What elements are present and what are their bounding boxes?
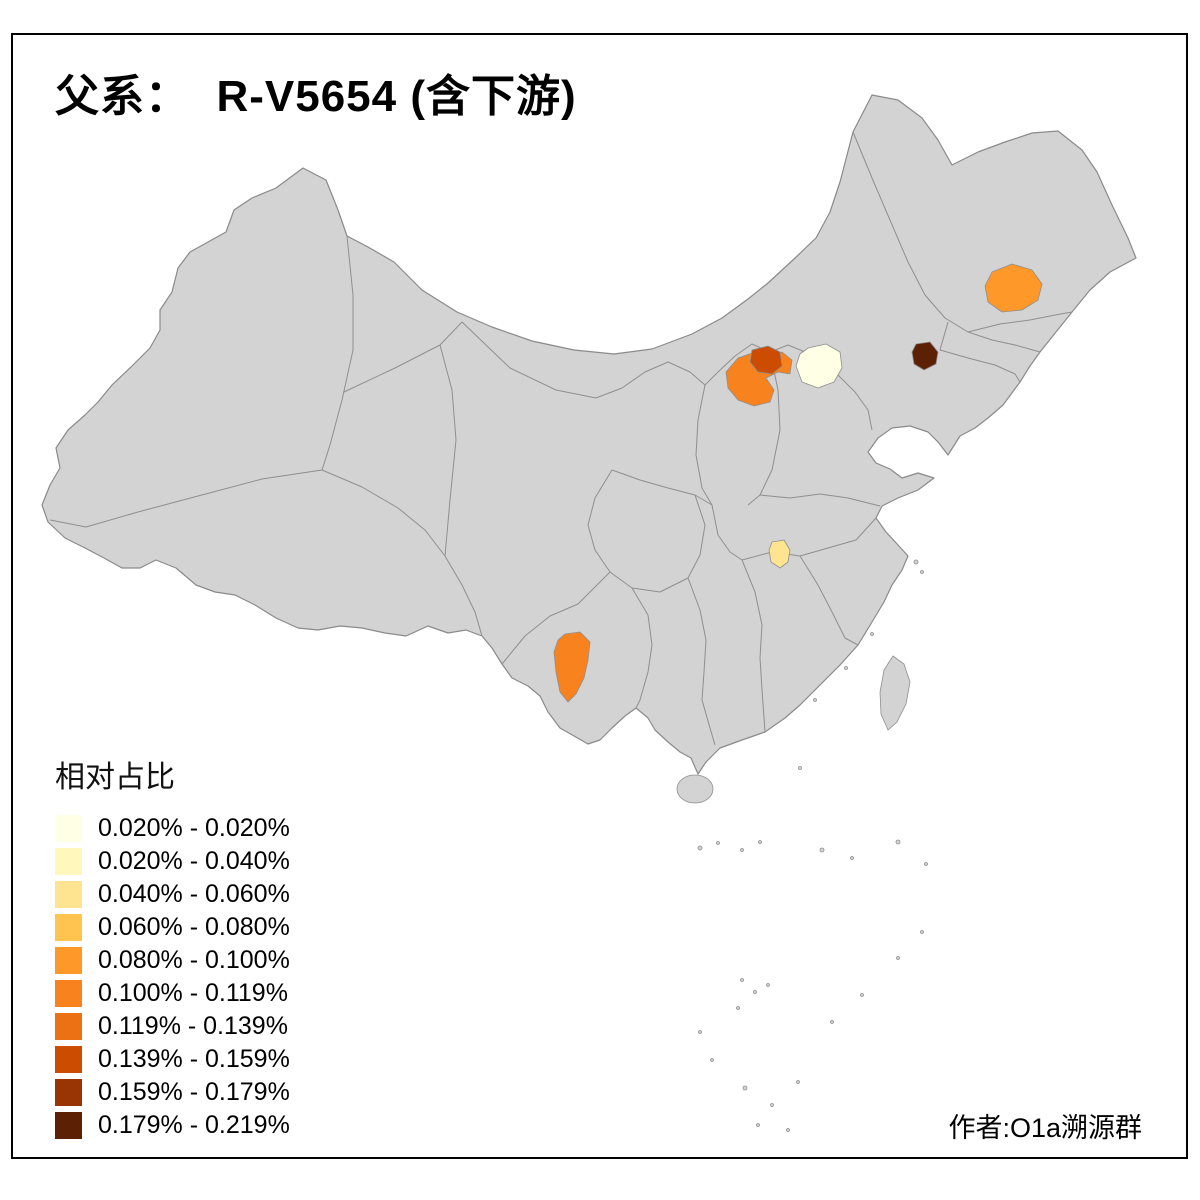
legend-label: 0.159% - 0.179% bbox=[98, 1078, 290, 1106]
taiwan-island bbox=[879, 655, 911, 731]
highlight-region-liaoning-dark-spot bbox=[911, 341, 939, 371]
legend-row: 0.179% - 0.219% bbox=[55, 1109, 290, 1142]
legend-row: 0.020% - 0.020% bbox=[55, 812, 290, 845]
legend-row: 0.040% - 0.060% bbox=[55, 878, 290, 911]
legend-row: 0.119% - 0.139% bbox=[55, 1010, 290, 1043]
legend-swatch bbox=[55, 1112, 82, 1139]
legend-swatch bbox=[55, 1046, 82, 1073]
legend-items: 0.020% - 0.020% 0.020% - 0.040% 0.040% - 0… bbox=[55, 812, 290, 1142]
legend-row: 0.100% - 0.119% bbox=[55, 977, 290, 1010]
legend-label: 0.020% - 0.020% bbox=[98, 814, 290, 842]
highlight-region-jilin bbox=[984, 263, 1043, 313]
legend-label: 0.100% - 0.119% bbox=[98, 979, 288, 1007]
highlighted-regions bbox=[553, 263, 1043, 703]
highlight-region-north-shanxi-dark-spot bbox=[749, 345, 783, 375]
highlight-region-yunnan bbox=[553, 631, 591, 703]
legend-swatch bbox=[55, 815, 82, 842]
hainan-island bbox=[676, 774, 714, 804]
author-credit: 作者:O1a溯源群 bbox=[948, 1113, 1142, 1143]
legend-row: 0.060% - 0.080% bbox=[55, 911, 290, 944]
legend-swatch bbox=[55, 1079, 82, 1106]
legend-label: 0.179% - 0.219% bbox=[98, 1111, 290, 1139]
legend-swatch bbox=[55, 947, 82, 974]
legend-swatch bbox=[55, 980, 82, 1007]
legend-label: 0.020% - 0.040% bbox=[98, 847, 290, 875]
legend-label: 0.119% - 0.139% bbox=[98, 1012, 288, 1040]
page-title: 父系： R-V5654 (含下游) bbox=[55, 72, 577, 121]
highlight-region-beijing bbox=[795, 343, 843, 389]
highlight-region-west-hubei bbox=[768, 539, 791, 569]
legend-swatch bbox=[55, 848, 82, 875]
legend-label: 0.080% - 0.100% bbox=[98, 946, 290, 974]
legend-row: 0.159% - 0.179% bbox=[55, 1076, 290, 1109]
legend-swatch bbox=[55, 881, 82, 908]
legend-row: 0.080% - 0.100% bbox=[55, 944, 290, 977]
legend-row: 0.020% - 0.040% bbox=[55, 845, 290, 878]
legend-label: 0.139% - 0.159% bbox=[98, 1045, 290, 1073]
legend: 相对占比 0.020% - 0.020% 0.020% - 0.040% 0.040… bbox=[55, 752, 290, 1142]
legend-row: 0.139% - 0.159% bbox=[55, 1043, 290, 1076]
legend-label: 0.060% - 0.080% bbox=[98, 913, 290, 941]
legend-title: 相对占比 bbox=[55, 761, 175, 794]
island-specks bbox=[697, 559, 928, 1132]
legend-swatch bbox=[55, 914, 82, 941]
province-borders bbox=[49, 131, 1073, 746]
legend-swatch bbox=[55, 1013, 82, 1040]
mainland-outline bbox=[41, 94, 1137, 775]
legend-label: 0.040% - 0.060% bbox=[98, 880, 290, 908]
